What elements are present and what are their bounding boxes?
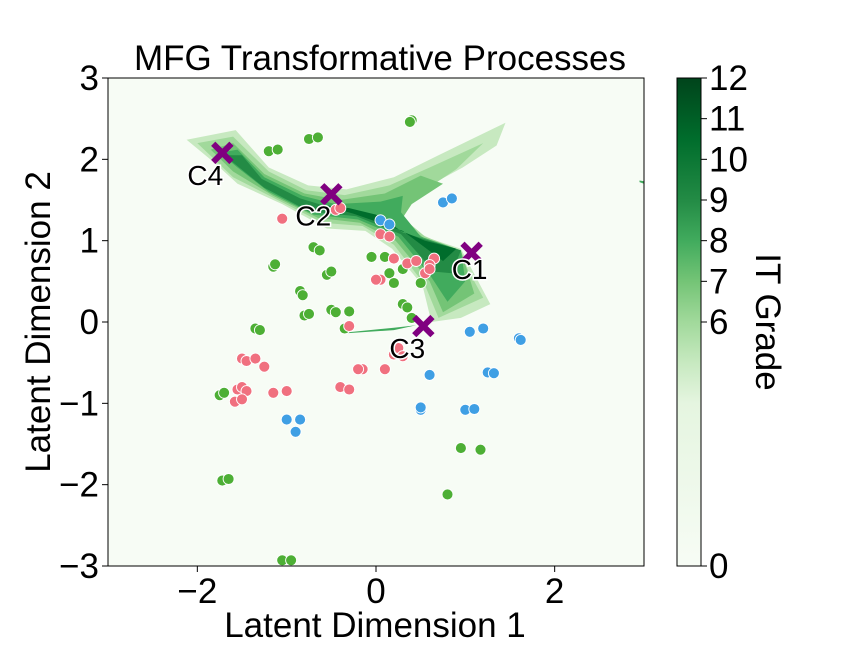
data-point — [423, 368, 436, 381]
data-point — [325, 265, 338, 278]
data-point — [514, 333, 527, 346]
data-point — [410, 255, 423, 267]
data-point — [334, 202, 347, 215]
colorbar-tick-label: 10 — [709, 140, 748, 179]
y-tick-label: −3 — [59, 547, 99, 586]
data-point — [267, 386, 280, 399]
data-point — [296, 289, 309, 302]
data-point — [414, 277, 427, 289]
centroid-markers: C1 C2 C3 C4 — [186, 141, 489, 366]
colorbar-tick-label: 6 — [709, 303, 728, 342]
data-point — [463, 325, 476, 338]
colorbar-label: IT Grade — [748, 253, 787, 390]
data-point — [311, 131, 324, 144]
colorbar-tick-label: 8 — [709, 222, 728, 261]
data-point — [477, 322, 490, 335]
data-point — [423, 263, 436, 276]
colorbar-tick-label: 7 — [709, 262, 728, 301]
y-tick-label: −1 — [59, 384, 99, 423]
data-point — [280, 385, 293, 398]
scatter-points — [213, 114, 527, 566]
data-point — [285, 554, 298, 566]
y-tick-label: 0 — [80, 303, 99, 342]
data-point — [271, 143, 284, 156]
data-point — [253, 324, 266, 337]
grade-band — [219, 149, 466, 302]
centroid-label: C3 — [389, 333, 425, 364]
data-point — [383, 267, 396, 280]
data-point — [468, 403, 481, 415]
data-point — [303, 307, 315, 320]
data-point — [445, 192, 458, 205]
x-axis-label: Latent Dimension 1 — [224, 606, 526, 645]
colorbar — [676, 77, 702, 567]
data-point — [387, 277, 400, 289]
x-axis-ticks: −2 0 2 — [177, 566, 564, 611]
data-point — [258, 360, 271, 373]
centroid-marker — [211, 141, 234, 165]
data-point — [343, 383, 356, 396]
data-point — [441, 488, 454, 501]
data-point — [383, 218, 396, 231]
colorbar-tick-label: 12 — [709, 59, 748, 98]
data-point — [276, 212, 289, 225]
data-point — [294, 413, 307, 426]
data-point — [414, 401, 427, 414]
y-axis-ticks: −3 −2 −1 0 1 2 3 — [59, 59, 108, 586]
data-point — [249, 352, 262, 365]
data-point — [236, 393, 248, 406]
data-point — [487, 367, 500, 380]
centroid-marker — [320, 183, 343, 206]
data-point — [474, 443, 487, 456]
x-tick-label: 0 — [366, 572, 385, 611]
data-point — [370, 273, 382, 286]
data-point — [313, 244, 326, 257]
centroid-marker — [460, 241, 483, 265]
centroid-label: C1 — [452, 254, 488, 285]
x-tick-label: 2 — [545, 572, 564, 611]
grade-band — [344, 325, 417, 334]
centroid-label: C4 — [187, 160, 223, 191]
colorbar-tick-label: 11 — [709, 100, 745, 139]
data-point — [289, 425, 302, 438]
data-point — [403, 115, 416, 128]
data-point — [396, 350, 409, 363]
grade-band — [639, 180, 644, 184]
plot-background — [108, 78, 644, 566]
data-point — [329, 306, 342, 319]
centroid-marker — [412, 314, 435, 338]
data-point — [343, 320, 356, 333]
data-point — [222, 473, 235, 485]
colorbar-tick-label: 9 — [709, 181, 728, 220]
x-tick-label: −2 — [177, 572, 217, 611]
chart-title: MFG Transformative Processes — [134, 39, 626, 78]
data-point — [383, 230, 396, 243]
centroid-label: C2 — [295, 200, 331, 231]
y-axis-label: Latent Dimension 2 — [19, 171, 58, 473]
data-point — [401, 301, 414, 314]
data-point — [352, 363, 365, 376]
colorbar-tick-label: 0 — [709, 547, 728, 586]
data-point — [365, 250, 378, 263]
data-point — [378, 363, 391, 376]
data-point — [454, 442, 467, 455]
data-point — [280, 413, 293, 426]
data-point — [269, 258, 282, 271]
data-point — [218, 386, 231, 399]
data-point — [343, 305, 356, 318]
y-tick-label: 2 — [80, 140, 99, 179]
y-tick-label: 3 — [80, 59, 99, 98]
y-tick-label: −2 — [59, 466, 99, 505]
grade-band — [224, 155, 461, 274]
y-tick-label: 1 — [80, 222, 99, 261]
data-point — [387, 252, 400, 265]
grade-band — [322, 204, 457, 261]
